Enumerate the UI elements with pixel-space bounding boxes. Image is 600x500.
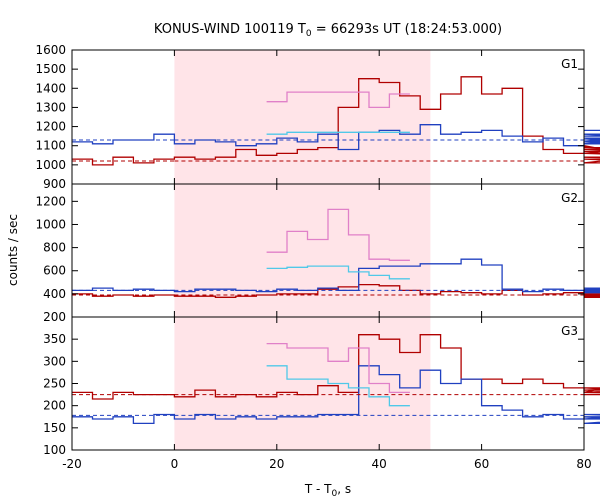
shaded-interval: [174, 50, 431, 184]
y-tick-label: 1400: [35, 81, 66, 95]
y-tick-label: 350: [43, 332, 66, 346]
y-tick-label: 1200: [35, 120, 66, 134]
panel-label: G3: [561, 324, 578, 338]
chart-title: KONUS-WIND 100119 T0 = 66293s UT (18:24:…: [154, 22, 502, 39]
panel-label: G2: [561, 191, 578, 205]
series-pink-step: [266, 91, 410, 109]
series-dark-red-step: [72, 76, 600, 166]
y-tick-label: 900: [43, 177, 66, 191]
chart-title-subscript: 0: [306, 29, 312, 39]
y-tick-label: 600: [43, 264, 66, 278]
series-light-blue-step: [266, 265, 410, 280]
x-axis-label-suffix: , s: [337, 482, 351, 496]
series-pink-step: [266, 208, 410, 261]
series-blue-step: [72, 258, 600, 294]
y-tick-label: 1000: [35, 158, 66, 172]
panels-group: 9001000110012001300140015001600G12004006…: [35, 43, 600, 471]
y-tick-label: 250: [43, 377, 66, 391]
y-tick-label: 1000: [35, 217, 66, 231]
series-dark-red-step: [72, 334, 600, 400]
y-tick-label: 1300: [35, 100, 66, 114]
x-tick-label: -20: [62, 457, 82, 471]
y-tick-label: 150: [43, 421, 66, 435]
y-tick-label: 1100: [35, 139, 66, 153]
y-tick-label: 1500: [35, 62, 66, 76]
x-tick-label: 20: [269, 457, 284, 471]
y-axis-label: counts / sec: [6, 214, 20, 286]
y-tick-label: 200: [43, 399, 66, 413]
y-tick-label: 400: [43, 287, 66, 301]
x-tick-label: 40: [372, 457, 387, 471]
shaded-interval: [174, 317, 431, 450]
y-tick-label: 800: [43, 241, 66, 255]
x-axis-label-subscript: 0: [332, 489, 338, 499]
panel-g2: 200 400 600 800 1000 1200 G2: [35, 183, 600, 324]
x-axis-label: T - T0, s: [304, 482, 351, 499]
y-tick-label: 1200: [35, 194, 66, 208]
series-blue-step: [72, 365, 600, 425]
x-axis-label-prefix: T - T: [304, 482, 332, 496]
x-tick-label: 60: [474, 457, 489, 471]
series-light-blue-step: [266, 131, 410, 135]
panel-label: G1: [561, 57, 578, 71]
panel-g1: 900 1000 1100 1200 1300 1400 1500 1600 G1: [35, 43, 600, 191]
y-tick-label: 300: [43, 354, 66, 368]
series-pink-step: [266, 342, 410, 394]
y-tick-label: 200: [43, 310, 66, 324]
series-dark-red-step: [72, 283, 600, 298]
panel-g3: 100 150 200 250 300 350 -20 0 20 40 60 80 G3: [43, 316, 600, 471]
y-tick-label: 1600: [35, 43, 66, 57]
chart-title-suffix: = 66293s UT (18:24:53.000): [312, 22, 502, 37]
y-tick-label: 100: [43, 443, 66, 457]
chart-title-prefix: KONUS-WIND 100119 T: [154, 22, 306, 37]
series-light-blue-step: [266, 365, 410, 407]
x-tick-label: 0: [171, 457, 179, 471]
x-tick-label: 80: [576, 457, 591, 471]
shaded-interval: [174, 184, 431, 317]
